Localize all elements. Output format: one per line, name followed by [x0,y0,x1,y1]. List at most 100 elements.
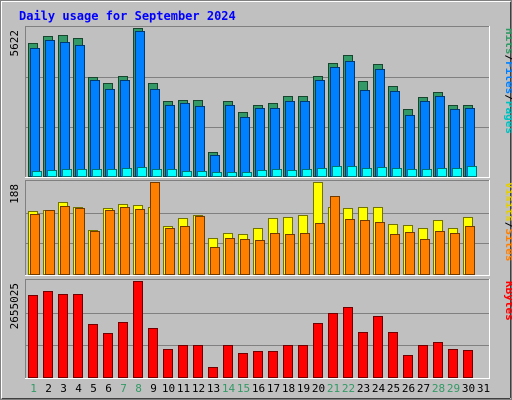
x-tick-label: 29 [447,382,460,395]
bar-kbytes-day-3 [58,294,68,378]
bar-files-day-10 [165,105,175,177]
bar-sites-day-1 [30,214,40,275]
x-tick-label: 22 [342,382,355,395]
bar-kbytes-day-21 [328,313,338,378]
legend-label: Hits/Files/Pages [503,28,512,134]
bar-sites-day-29 [450,233,460,275]
bar-files-day-16 [255,108,265,177]
x-tick-label: 14 [222,382,236,395]
x-tick-label: 21 [327,382,340,395]
bar-sites-day-5 [90,231,100,275]
x-axis-labels: 1 2 3 4 5 6 7 8 9 10 11 12 13 14 15 16 17 18 19 20 21 22 23 24 2… [30,382,490,395]
bar-sites-day-28 [435,231,445,275]
bar-pages-day-5 [92,169,102,177]
bar-files-day-25 [390,91,400,177]
chart-title: Daily usage for September 2024 [19,9,236,23]
bar-files-day-7 [120,80,130,177]
bar-sites-day-10 [165,228,175,275]
bar-pages-day-17 [272,169,282,177]
bar-files-day-29 [450,109,460,177]
panel-kbytes: 2655025 KBytes [8,279,512,379]
bar-kbytes-day-9 [148,328,158,378]
legend-entry: Files [503,61,512,94]
bar-kbytes-day-28 [433,342,443,378]
bar-sites-day-7 [120,207,130,275]
bar-kbytes-day-10 [163,349,173,378]
bar-kbytes-day-12 [193,345,203,378]
bar-kbytes-day-18 [283,345,293,378]
bar-sites-day-27 [420,239,430,275]
bar-sites-day-17 [270,233,280,275]
bar-pages-day-12 [197,171,207,177]
bar-pages-day-18 [287,170,297,177]
bar-files-day-28 [435,96,445,177]
bar-sites-day-25 [390,234,400,275]
bar-kbytes-day-13 [208,367,218,378]
bar-sites-day-16 [255,240,265,275]
bar-pages-day-13 [212,172,222,177]
bar-pages-day-9 [152,169,162,177]
bar-kbytes-day-5 [88,324,98,378]
bar-kbytes-day-26 [403,355,413,378]
bar-pages-day-8 [137,167,147,177]
bar-pages-day-16 [257,170,267,177]
bar-sites-day-11 [180,226,190,275]
bar-kbytes-day-7 [118,322,128,378]
bar-sites-day-24 [375,222,385,275]
y-max-label: 188 [8,184,21,204]
legend-entry: Sites [503,228,512,261]
bar-files-day-9 [150,89,160,177]
x-tick-label: 3 [60,382,67,395]
bar-files-day-23 [360,90,370,177]
bar-pages-day-6 [107,169,117,177]
bar-pages-day-29 [452,168,462,177]
bar-files-day-6 [105,89,115,177]
x-tick-label: 13 [207,382,220,395]
x-tick-label: 16 [252,382,265,395]
x-tick-label: 15 [237,382,250,395]
bar-files-day-19 [300,101,310,177]
x-tick-label: 4 [75,382,82,395]
x-tick-label: 2 [45,382,52,395]
bar-pages-day-27 [422,169,432,177]
bar-kbytes-day-1 [28,295,38,378]
bar-kbytes-day-16 [253,351,263,378]
bar-pages-day-7 [122,168,132,177]
bar-kbytes-day-8 [133,281,143,378]
x-tick-label: 19 [297,382,310,395]
bar-files-day-24 [375,69,385,177]
bar-sites-day-21 [330,196,340,275]
x-tick-label: 12 [192,382,205,395]
x-tick-label: 24 [372,382,386,395]
bar-files-day-4 [75,45,85,177]
bar-kbytes-day-24 [373,316,383,378]
bar-pages-day-25 [392,168,402,177]
legend-entry: / [503,55,512,62]
bar-files-day-11 [180,103,190,177]
panel-visits: 188 Visits/Sites [8,180,512,276]
bar-sites-day-13 [210,247,220,275]
bar-files-day-22 [345,61,355,177]
bar-kbytes-day-30 [463,350,473,378]
bar-files-day-15 [240,117,250,177]
bar-kbytes-day-15 [238,353,248,378]
bar-sites-day-15 [240,239,250,275]
bar-files-day-18 [285,101,295,177]
y-max-label: 2655025 [8,283,21,329]
legend-label: KBytes [503,281,512,321]
bar-pages-day-30 [467,166,477,177]
x-tick-label: 9 [150,382,157,395]
bar-pages-day-23 [362,168,372,177]
legend-entry: KBytes [503,281,512,321]
x-tick-label: 8 [135,382,142,395]
bar-files-day-27 [420,101,430,177]
x-tick-label: 6 [105,382,112,395]
bar-files-day-1 [30,48,40,177]
x-tick-label: 28 [432,382,445,395]
bar-kbytes-day-2 [43,291,53,378]
bar-sites-day-4 [75,208,85,275]
bar-pages-day-10 [167,169,177,177]
bar-sites-day-23 [360,220,370,275]
bar-kbytes-day-20 [313,323,323,378]
